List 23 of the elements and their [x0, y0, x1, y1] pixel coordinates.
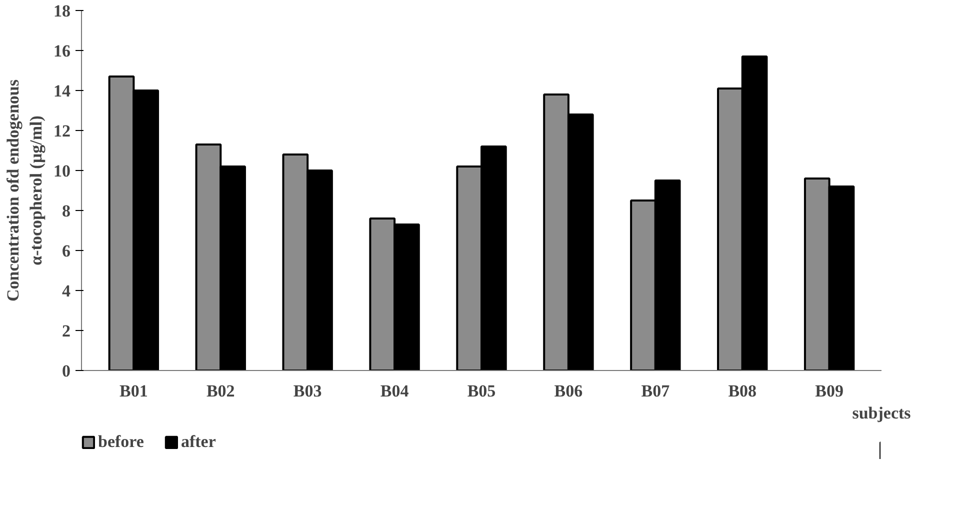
- x-tick-label: B09: [815, 382, 844, 400]
- y-tick-label: 14: [54, 82, 71, 100]
- x-tick-label: B02: [206, 382, 235, 400]
- x-tick-label: B01: [120, 382, 148, 400]
- x-tick-label: B05: [467, 382, 496, 400]
- y-tick-label: 16: [54, 42, 70, 60]
- y-tick-label: 10: [54, 162, 70, 180]
- y-tick-label: 4: [62, 282, 71, 300]
- y-tick-label: 18: [54, 2, 70, 20]
- x-axis-title: subjects: [852, 404, 912, 422]
- legend-label: after: [180, 432, 216, 452]
- x-tick-label: B07: [641, 382, 670, 400]
- x-tick-label: B04: [380, 382, 410, 400]
- y-tick-label: 2: [62, 322, 70, 340]
- y-tick-label: 8: [62, 202, 70, 220]
- y-axis-title: Concentration ofd endogenous α-tocopherol (µg/ml): [4, 79, 46, 302]
- y-tick-label: 6: [62, 242, 70, 260]
- y-tick-label: 0: [62, 362, 70, 380]
- y-tick-label: 12: [54, 122, 70, 140]
- legend-label: before: [98, 432, 144, 452]
- x-tick-label: B03: [293, 382, 322, 400]
- x-tick-label: B08: [728, 382, 757, 400]
- x-tick-label: B06: [554, 382, 583, 400]
